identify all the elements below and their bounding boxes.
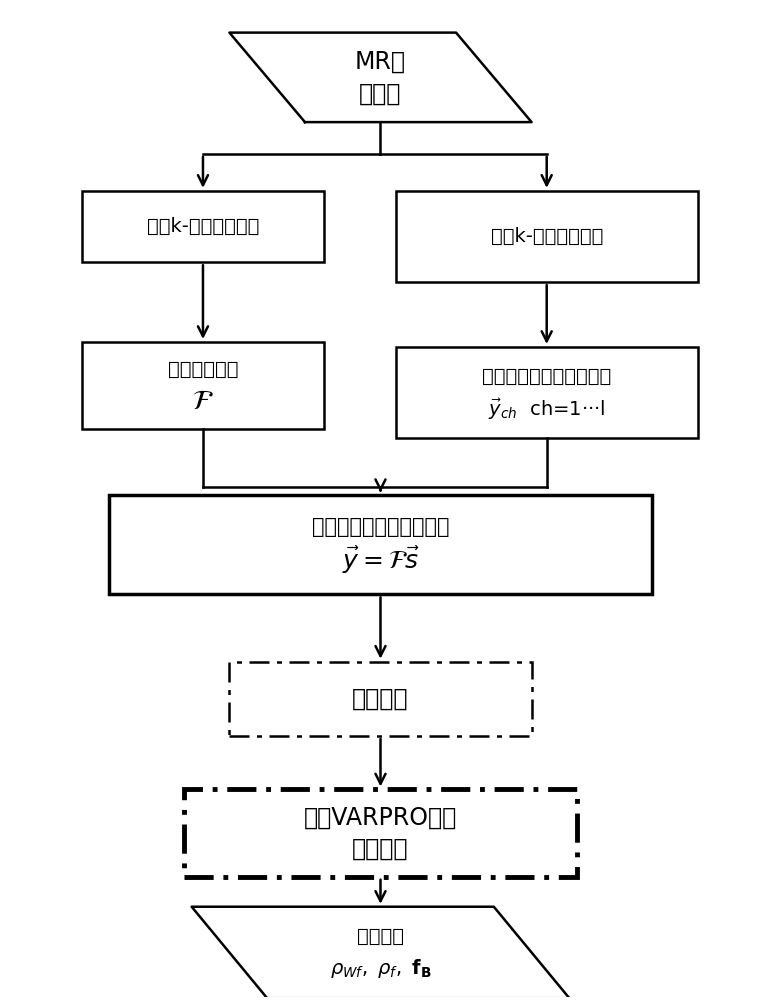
Text: 参数系统矩阵: 参数系统矩阵 <box>167 360 238 379</box>
Text: 始数据: 始数据 <box>359 81 402 105</box>
Bar <box>184 789 577 877</box>
Bar <box>396 191 698 282</box>
Text: $\vec{y} = \mathcal{F}\vec{s}$: $\vec{y} = \mathcal{F}\vec{s}$ <box>342 545 419 576</box>
Bar <box>82 342 324 429</box>
Text: 进行VARPRO水脂: 进行VARPRO水脂 <box>304 805 457 829</box>
Bar <box>109 495 652 594</box>
Text: 获取每个通道的回波数据: 获取每个通道的回波数据 <box>482 367 611 386</box>
Bar <box>229 662 532 736</box>
Text: 执行正则化迭代图像重建: 执行正则化迭代图像重建 <box>312 517 449 537</box>
Text: 分离计算: 分离计算 <box>352 837 409 861</box>
Text: MR原: MR原 <box>355 49 406 73</box>
Text: 图像合并: 图像合并 <box>352 687 409 711</box>
Text: 最终图像: 最终图像 <box>357 927 404 946</box>
Bar <box>82 191 324 262</box>
Text: 获取k-空间原始数据: 获取k-空间原始数据 <box>491 227 603 246</box>
Text: $\rho_{Wf},\ \rho_f,\ \mathbf{f_B}$: $\rho_{Wf},\ \rho_f,\ \mathbf{f_B}$ <box>330 957 431 980</box>
Text: $\mathcal{F}$: $\mathcal{F}$ <box>192 387 214 415</box>
Text: 获取k-空间轨迹参数: 获取k-空间轨迹参数 <box>147 217 260 236</box>
Bar <box>396 347 698 438</box>
Text: $\vec{y}_{ch}$  ch=1···l: $\vec{y}_{ch}$ ch=1···l <box>488 396 606 422</box>
